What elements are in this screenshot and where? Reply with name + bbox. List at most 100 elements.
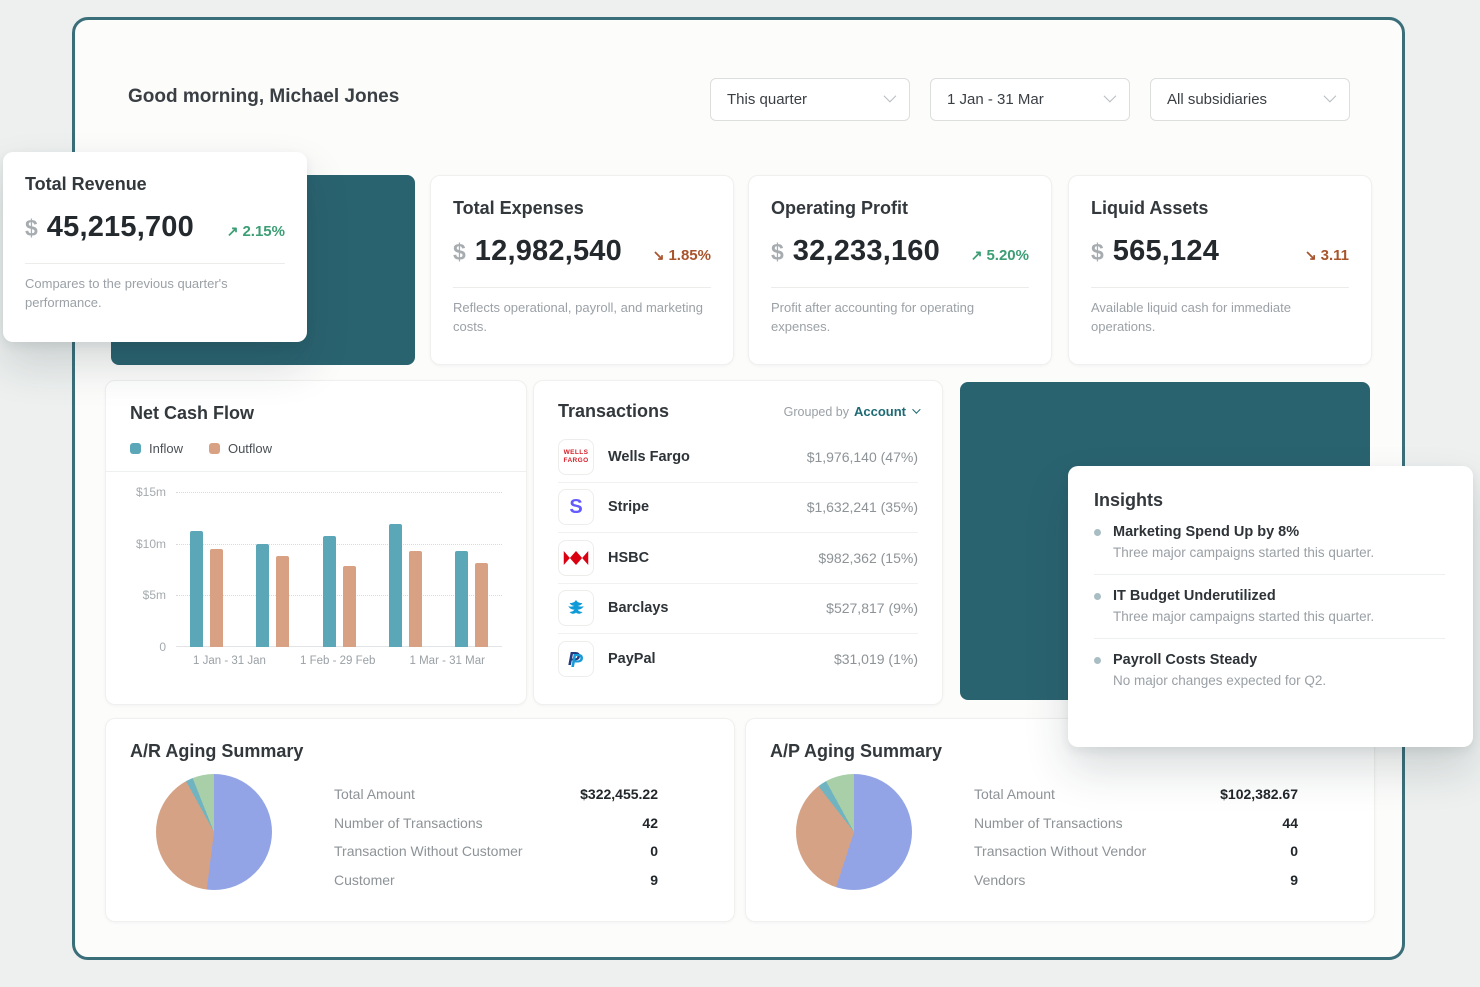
ap-row-without-vendor: Transaction Without Vendor 0 (974, 837, 1298, 866)
filter-dropdown-subsidiaries[interactable]: All subsidiaries (1150, 78, 1350, 121)
account-name: Wells Fargo (608, 448, 690, 465)
ar-aging-pie-chart (156, 774, 272, 890)
row-label: Number of Transactions (334, 814, 483, 831)
chevron-down-icon (1323, 89, 1337, 103)
transactions-card: Transactions Grouped by Account WELLS FAR… (533, 380, 943, 705)
transaction-row-stripe[interactable]: S Stripe $1,632,241 (35%) (558, 483, 918, 533)
row-value: 9 (1290, 871, 1298, 888)
legend-inflow-label: Inflow (149, 441, 183, 456)
y-tick: $5m (142, 588, 166, 602)
account-name: PayPal (608, 651, 656, 668)
bar-series (190, 492, 488, 647)
y-tick: $15m (135, 485, 166, 499)
ap-aging-pie-chart (796, 774, 912, 890)
kpi-value: 45,215,700 (46, 211, 194, 243)
ar-row-total-amount: Total Amount $322,455.22 (334, 780, 658, 809)
bar-outflow-4 (475, 563, 488, 647)
insight-item-payroll: Payroll Costs Steady No major changes ex… (1094, 652, 1445, 688)
kpi-description: Compares to the previous quarter's perfo… (25, 276, 228, 310)
x-axis-labels: 1 Jan - 31 Jan 1 Feb - 29 Feb 1 Mar - 31… (176, 655, 502, 667)
transaction-row-hsbc[interactable]: HSBC $982,362 (15%) (558, 533, 918, 584)
insight-title: IT Budget Underutilized (1113, 588, 1276, 604)
row-value: 44 (1282, 814, 1298, 831)
logo-text: S (569, 495, 583, 518)
currency-symbol: $ (771, 239, 784, 265)
bar-outflow-1 (276, 556, 290, 647)
insight-item-marketing: Marketing Spend Up by 8% Three major cam… (1094, 524, 1445, 560)
grouped-by-value: Account (854, 404, 906, 419)
ar-row-customer: Customer 9 (334, 866, 658, 895)
kpi-card-liquid-assets: Liquid Assets $ 565,124 ↘ 3.11 Available … (1068, 175, 1372, 365)
net-cash-flow-card: Net Cash Flow Inflow Outflow $15m $10m $… (105, 380, 527, 705)
bar-inflow-0 (190, 531, 203, 647)
transaction-row-wells-fargo[interactable]: WELLS FARGO Wells Fargo $1,976,140 (47%) (558, 432, 918, 483)
currency-symbol: $ (453, 239, 466, 265)
ar-aging-card: A/R Aging Summary Total Amount $322,455.2… (105, 718, 735, 922)
row-label: Transaction Without Vendor (974, 843, 1147, 860)
row-value: 42 (642, 814, 658, 831)
x-tick: 1 Jan - 31 Jan (193, 655, 266, 667)
ap-row-num-transactions: Number of Transactions 44 (974, 809, 1298, 838)
filter-period-value: This quarter (727, 91, 808, 108)
row-label: Vendors (974, 871, 1026, 888)
insight-title: Payroll Costs Steady (1113, 652, 1258, 668)
logo-text: WELLS (563, 449, 589, 457)
ap-aging-title: A/P Aging Summary (770, 741, 943, 761)
insights-card: Insights Marketing Spend Up by 8% Three … (1068, 466, 1473, 747)
kpi-title: Operating Profit (771, 198, 909, 218)
y-tick: $10m (135, 537, 166, 551)
row-label: Transaction Without Customer (334, 843, 523, 860)
bar-group-3 (388, 524, 422, 647)
filter-dropdown-period[interactable]: This quarter (710, 78, 910, 121)
bullet-icon (1094, 657, 1101, 664)
ar-aging-title: A/R Aging Summary (130, 741, 304, 761)
grouped-by-label: Grouped by (783, 404, 849, 419)
transaction-row-barclays[interactable]: Barclays $527,817 (9%) (558, 584, 918, 634)
transactions-title: Transactions (558, 401, 670, 421)
row-value: 0 (1290, 843, 1298, 860)
insight-title: Marketing Spend Up by 8% (1113, 524, 1300, 540)
barclays-logo (558, 590, 594, 627)
hsbc-logo (558, 539, 594, 576)
row-value: $322,455.22 (580, 786, 658, 803)
kpi-value: 32,233,160 (792, 235, 940, 267)
chart-legend: Inflow Outflow (130, 441, 502, 456)
kpi-change: 3.11 (1320, 247, 1349, 264)
account-amount: $1,976,140 (47%) (806, 448, 918, 465)
kpi-change: 5.20% (986, 247, 1029, 264)
logo-text: P (571, 651, 584, 672)
kpi-card-operating-profit: Operating Profit $ 32,233,160 ↗ 5.20% Pro… (748, 175, 1052, 365)
kpi-change: 2.15% (242, 223, 285, 240)
trend-down-icon: ↘ (652, 247, 665, 263)
y-tick: 0 (159, 640, 166, 654)
kpi-card-total-revenue: Total Revenue $ 45,215,700 ↗ 2.15% Compar… (3, 152, 307, 342)
insights-title: Insights (1094, 490, 1164, 510)
account-name: HSBC (608, 549, 650, 566)
filter-daterange-value: 1 Jan - 31 Mar (947, 91, 1044, 108)
bar-outflow-0 (210, 548, 223, 647)
account-amount: $31,019 (1%) (833, 651, 918, 668)
kpi-title: Total Revenue (25, 174, 147, 194)
kpi-card-total-expenses: Total Expenses $ 12,982,540 ↘ 1.85% Refle… (430, 175, 734, 365)
bar-group-0 (190, 531, 223, 647)
y-axis-labels: $15m $10m $5m 0 (130, 485, 176, 654)
bar-outflow-3 (408, 550, 422, 647)
kpi-title: Total Expenses (453, 198, 584, 218)
net-cash-flow-title: Net Cash Flow (130, 403, 255, 423)
trend-up-icon: ↗ (970, 247, 983, 263)
grouped-by-dropdown[interactable]: Grouped by Account (783, 404, 921, 419)
wells-fargo-logo: WELLS FARGO (558, 438, 594, 475)
x-tick: 1 Feb - 29 Feb (300, 655, 376, 667)
account-amount: $527,817 (9%) (826, 600, 918, 617)
page-title: Good morning, Michael Jones (128, 86, 400, 107)
logo-text: P (568, 649, 581, 670)
chevron-down-icon (1103, 89, 1117, 103)
bar-inflow-1 (256, 543, 270, 647)
filter-dropdown-daterange[interactable]: 1 Jan - 31 Mar (930, 78, 1130, 121)
currency-symbol: $ (25, 215, 38, 241)
bar-group-4 (455, 550, 488, 647)
kpi-title: Liquid Assets (1091, 198, 1209, 218)
ar-row-num-transactions: Number of Transactions 42 (334, 809, 658, 838)
